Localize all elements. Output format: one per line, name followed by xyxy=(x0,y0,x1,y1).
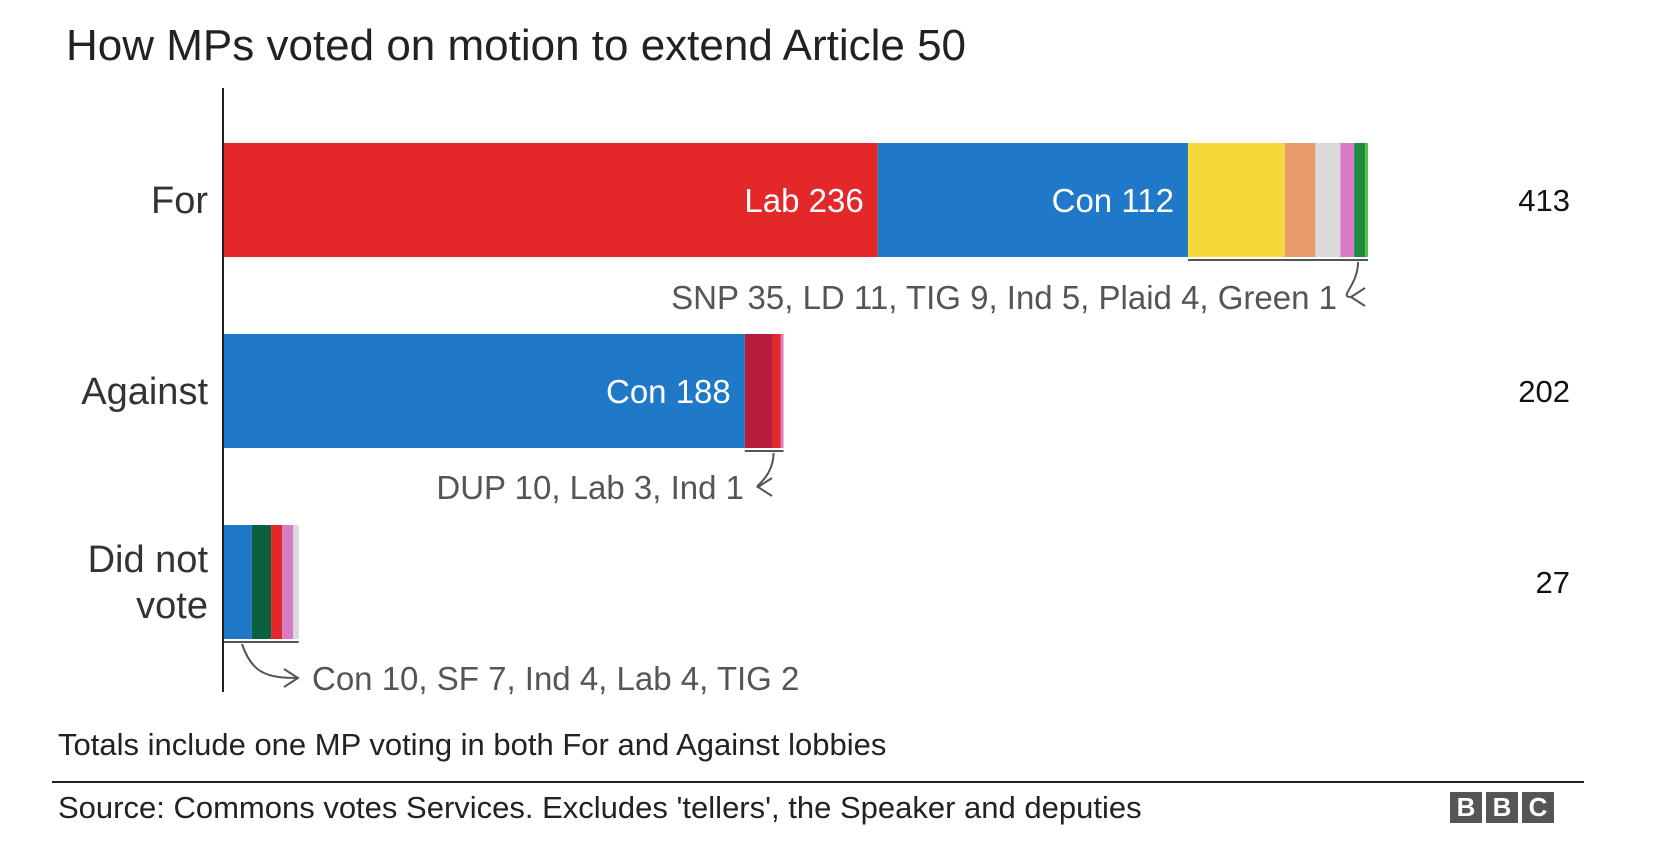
bar-segment-sf xyxy=(251,525,272,639)
bar-segment-ld xyxy=(1284,143,1316,257)
segment-label: Con 112 xyxy=(1052,182,1174,219)
breakdown-label: SNP 35, LD 11, TIG 9, Ind 5, Plaid 4, Gr… xyxy=(671,279,1337,316)
breakdown-label: Con 10, SF 7, Ind 4, Lab 4, TIG 2 xyxy=(312,660,799,697)
bar-segment-lab xyxy=(224,143,878,257)
row-total: 202 xyxy=(1518,374,1570,409)
bbc-logo-letter: B xyxy=(1450,792,1482,823)
bar-segment-tig xyxy=(293,525,299,639)
bar-segment-plaid xyxy=(1354,143,1366,257)
bar-segment-lab xyxy=(282,525,294,639)
bbc-logo-letter: C xyxy=(1522,792,1554,823)
bar-segment-snp xyxy=(1187,143,1285,257)
row-label-line: Did not xyxy=(88,539,209,581)
bbc-logo-letter: B xyxy=(1486,792,1518,823)
breakdown-label: DUP 10, Lab 3, Ind 1 xyxy=(436,469,744,506)
bar-segment-ind xyxy=(780,334,784,448)
bar-segment-con xyxy=(224,334,745,448)
callout-arrow xyxy=(1345,261,1360,298)
chart-title: How MPs voted on motion to extend Articl… xyxy=(66,21,966,70)
arrowhead-icon xyxy=(283,668,300,688)
bar-segment-green xyxy=(1365,143,1369,257)
bar-segment-lab xyxy=(772,334,781,448)
bar-segment-con xyxy=(224,525,252,639)
bar-segment-con xyxy=(877,143,1188,257)
bar-segment-ind xyxy=(271,525,283,639)
bar-segment-dup xyxy=(744,334,773,448)
row-total: 27 xyxy=(1536,565,1570,600)
row-label: Against xyxy=(81,371,208,413)
footer-divider xyxy=(52,781,1584,783)
source-note: Source: Commons votes Services. Excludes… xyxy=(58,790,1142,825)
row-label-line: vote xyxy=(136,585,208,627)
arrowhead-icon xyxy=(1349,287,1366,307)
bbc-logo: B B C xyxy=(1450,792,1554,823)
bar-segment-tig xyxy=(1315,143,1341,257)
chart: How MPs voted on motion to extend Articl… xyxy=(66,21,1570,697)
callout-arrow xyxy=(241,643,299,679)
row-total: 413 xyxy=(1518,183,1570,218)
arrowhead-icon xyxy=(756,477,773,497)
bar-segment-ind xyxy=(1340,143,1355,257)
segment-label: Lab 236 xyxy=(744,182,863,219)
row-label: For xyxy=(151,180,208,222)
footnote: Totals include one MP voting in both For… xyxy=(58,727,887,762)
bars: For Lab 236 Con 112 413 SNP 35, LD 11, TIG 9… xyxy=(81,143,1570,697)
segment-label: Con 188 xyxy=(606,373,731,410)
